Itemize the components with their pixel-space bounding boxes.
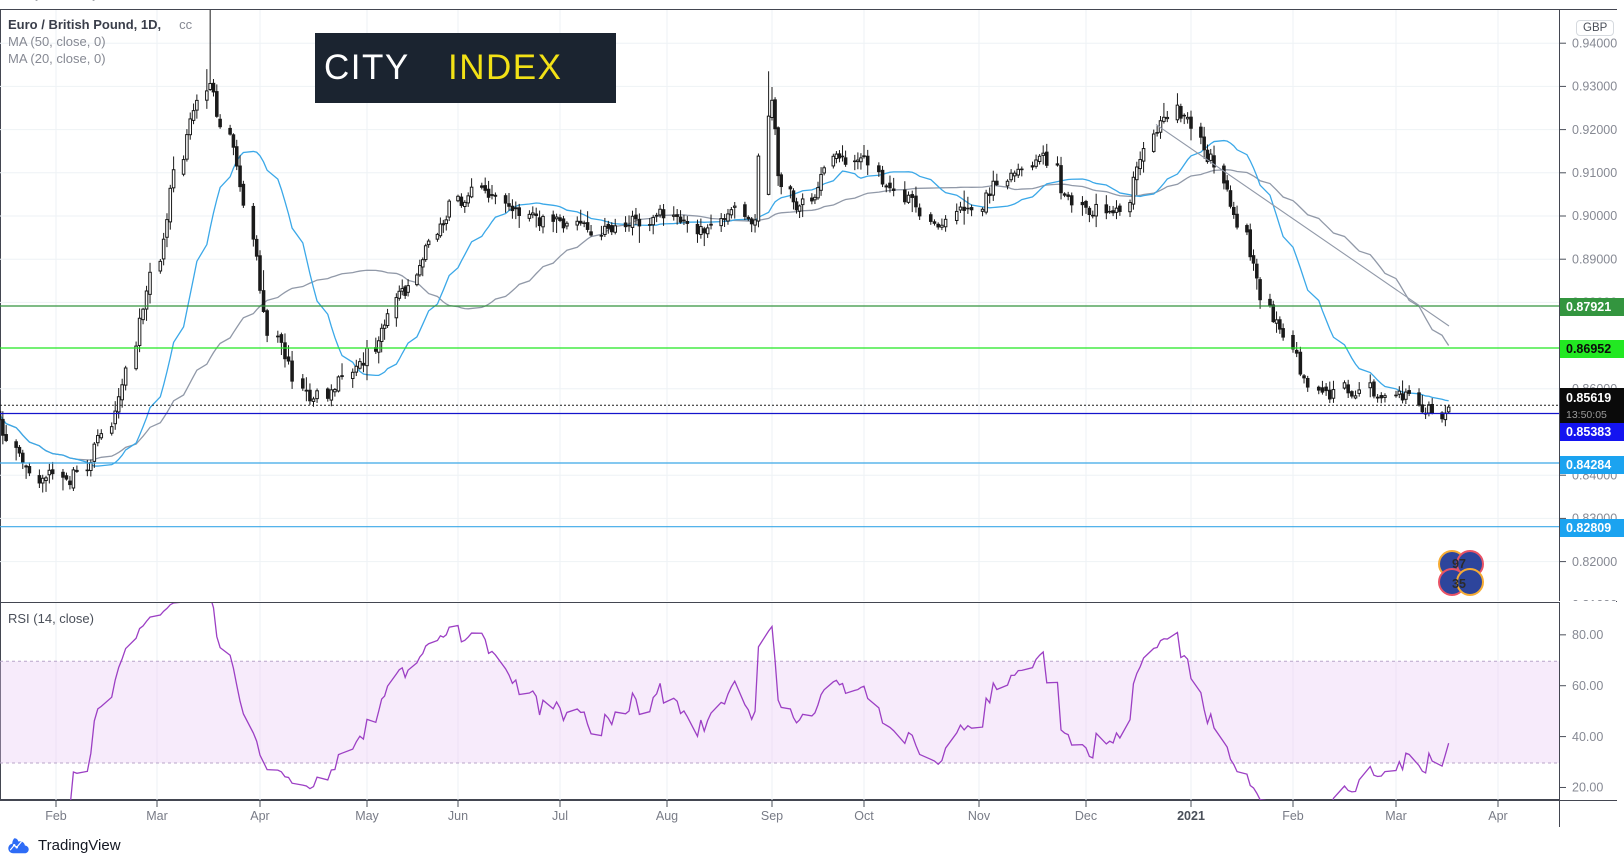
svg-text:0.81000: 0.81000 (1572, 598, 1617, 601)
svg-text:0.82000: 0.82000 (1572, 555, 1617, 569)
svg-text:0.92000: 0.92000 (1572, 123, 1617, 137)
svg-text:Mar: Mar (146, 809, 168, 823)
svg-text:May: May (355, 809, 379, 823)
svg-text:Nov: Nov (968, 809, 991, 823)
svg-text:97: 97 (1452, 557, 1466, 571)
svg-text:0.91000: 0.91000 (1572, 166, 1617, 180)
svg-text:20.00: 20.00 (1572, 781, 1603, 795)
svg-text:Apr: Apr (1488, 809, 1507, 823)
svg-text:2021: 2021 (1177, 809, 1205, 823)
svg-text:0.93000: 0.93000 (1572, 80, 1617, 94)
svg-text:Dec: Dec (1075, 809, 1097, 823)
svg-text:Jul: Jul (552, 809, 568, 823)
svg-text:Oct: Oct (854, 809, 874, 823)
svg-text:Apr: Apr (250, 809, 269, 823)
svg-text:60.00: 60.00 (1572, 679, 1603, 693)
svg-text:Jun: Jun (448, 809, 468, 823)
svg-text:40.00: 40.00 (1572, 730, 1603, 744)
svg-text:80.00: 80.00 (1572, 628, 1603, 642)
svg-text:0.90000: 0.90000 (1572, 209, 1617, 223)
svg-text:Feb: Feb (1282, 809, 1304, 823)
svg-text:Aug: Aug (656, 809, 678, 823)
svg-text:Sep: Sep (761, 809, 783, 823)
svg-text:0.94000: 0.94000 (1572, 36, 1617, 50)
svg-text:35: 35 (1452, 577, 1466, 591)
svg-text:Feb: Feb (45, 809, 67, 823)
svg-text:0.89000: 0.89000 (1572, 252, 1617, 266)
svg-text:Mar: Mar (1385, 809, 1407, 823)
